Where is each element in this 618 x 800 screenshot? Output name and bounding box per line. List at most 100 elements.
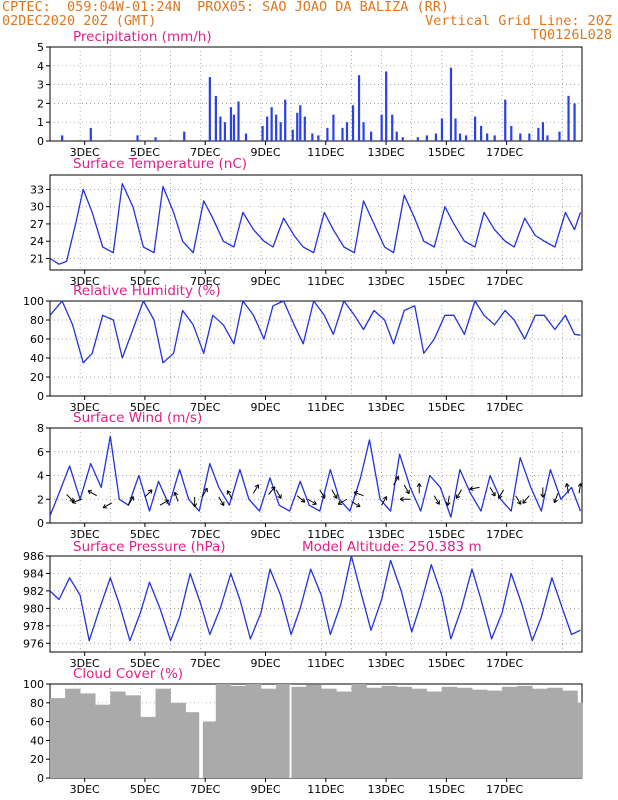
cloud-bar	[170, 702, 186, 778]
precip-bar	[558, 131, 561, 141]
x-tick-label: 15DEC	[428, 528, 465, 541]
wind-arrow	[87, 490, 97, 497]
x-tick-label: 3DEC	[70, 657, 100, 670]
y-tick-label: 982	[23, 585, 44, 598]
wind-arrow	[144, 489, 153, 498]
x-tick-label: 13DEC	[368, 146, 405, 159]
wind-arrow	[353, 491, 364, 497]
x-tick-label: 7DEC	[190, 401, 220, 414]
wind-arrow	[489, 487, 496, 497]
series-line	[49, 555, 581, 642]
x-tick-label: 9DEC	[250, 146, 280, 159]
precip-bar	[395, 131, 398, 141]
x-tick-label: 7DEC	[190, 783, 220, 796]
panel-title: Surface Pressure (hPa)	[73, 539, 226, 555]
y-tick-label: 33	[30, 183, 44, 196]
x-tick-label: 9DEC	[250, 783, 280, 796]
plot-frame	[49, 174, 583, 271]
y-tick-label: 21	[30, 252, 44, 265]
cloud-bar	[215, 684, 232, 778]
precip-bar	[232, 114, 236, 141]
x-tick-label: 11DEC	[307, 783, 344, 796]
wind-arrow	[192, 496, 198, 508]
precip-bar	[275, 114, 278, 141]
y-tick-label: 100	[23, 295, 44, 308]
y-tick-label: 6	[37, 446, 44, 459]
cloud-bar	[185, 712, 202, 778]
panel-title: Surface Temperature (nC)	[73, 156, 247, 172]
y-tick-label: 20	[30, 371, 44, 384]
y-tick-label: 60	[30, 333, 44, 346]
header-model-code: TQ0126L028	[530, 27, 612, 43]
cloud-gap	[289, 685, 292, 778]
x-tick-label: 15DEC	[428, 783, 465, 796]
precip-bar	[480, 125, 483, 141]
precip-bar	[154, 137, 157, 141]
wind-arrow	[351, 501, 361, 508]
wind-arrow	[515, 495, 522, 505]
x-tick-label: 3DEC	[70, 783, 100, 796]
precip-bar	[208, 77, 211, 141]
precip-bar	[279, 122, 282, 141]
panel-precipitation: 0 1 2 3 4 5 3DEC 5DEC 7DEC 9DEC 11DEC 13DEC 15DEC 17D…	[37, 29, 583, 159]
plot-frame	[49, 300, 583, 397]
panel-title: Surface Wind (m/s)	[73, 410, 202, 426]
y-tick-label: 100	[23, 678, 44, 691]
wind-arrow	[445, 495, 451, 506]
precip-bar	[370, 131, 373, 141]
precip-bar	[357, 75, 361, 141]
x-tick-label: 17DEC	[486, 783, 523, 796]
y-tick-label: 24	[30, 235, 44, 248]
panel-pressure: 976 978 980 982 984 986 3DEC 5DEC 7DEC 9DEC 11DEC 1…	[23, 539, 583, 670]
panel-title: Cloud Cover (%)	[73, 666, 183, 682]
x-tick-label: 11DEC	[307, 146, 344, 159]
cloud-bar	[502, 686, 518, 778]
wind-arrow	[399, 496, 411, 502]
y-tick-label: 3	[37, 79, 44, 92]
plot-frame	[49, 46, 583, 142]
precip-bar	[345, 122, 349, 141]
cloud-bar	[276, 684, 292, 778]
cloud-bar	[351, 684, 367, 778]
precip-bar	[486, 133, 489, 141]
wind-arrow	[307, 498, 317, 505]
precip-bar	[270, 107, 273, 141]
precip-bar	[332, 114, 335, 141]
x-tick-label: 13DEC	[368, 657, 405, 670]
precip-bar	[385, 71, 388, 141]
cloud-bar	[517, 685, 533, 778]
panel-title: Relative Humidity (%)	[73, 283, 221, 299]
series-line	[49, 300, 581, 364]
wind-arrow	[564, 483, 570, 494]
cloud-bar	[245, 684, 262, 778]
wind-arrow	[319, 489, 326, 499]
precip-bar	[291, 129, 294, 141]
precip-bar	[528, 133, 531, 141]
cloud-bar	[366, 687, 382, 778]
precip-bar	[504, 99, 507, 141]
x-tick-label: 5DEC	[130, 783, 160, 796]
x-tick-label: 15DEC	[428, 275, 465, 288]
x-tick-label: 7DEC	[190, 275, 220, 288]
x-tick-label: 9DEC	[250, 528, 280, 541]
x-tick-label: 7DEC	[190, 528, 220, 541]
series-line	[49, 182, 582, 265]
cloud-bar	[95, 704, 111, 778]
cloud-bar	[456, 687, 473, 778]
cloud-bar	[336, 691, 352, 778]
series-line	[49, 435, 582, 518]
precip-bar	[567, 95, 570, 141]
wind-arrow	[253, 484, 260, 494]
precip-bar	[440, 118, 444, 141]
wind-arrow	[403, 484, 410, 495]
precip-bar	[237, 101, 240, 141]
y-tick-label: 976	[23, 637, 44, 650]
x-tick-label: 15DEC	[428, 146, 465, 159]
precip-bar	[573, 103, 576, 141]
panel-wind: 0 2 4 6 8 3DEC 5DEC 7DEC 9DEC 11DEC 13DEC 15DEC 17DE…	[37, 410, 583, 541]
x-tick-label: 9DEC	[250, 401, 280, 414]
x-tick-label: 9DEC	[250, 657, 280, 670]
y-tick-label: 40	[30, 734, 44, 747]
precip-bar	[311, 133, 314, 141]
